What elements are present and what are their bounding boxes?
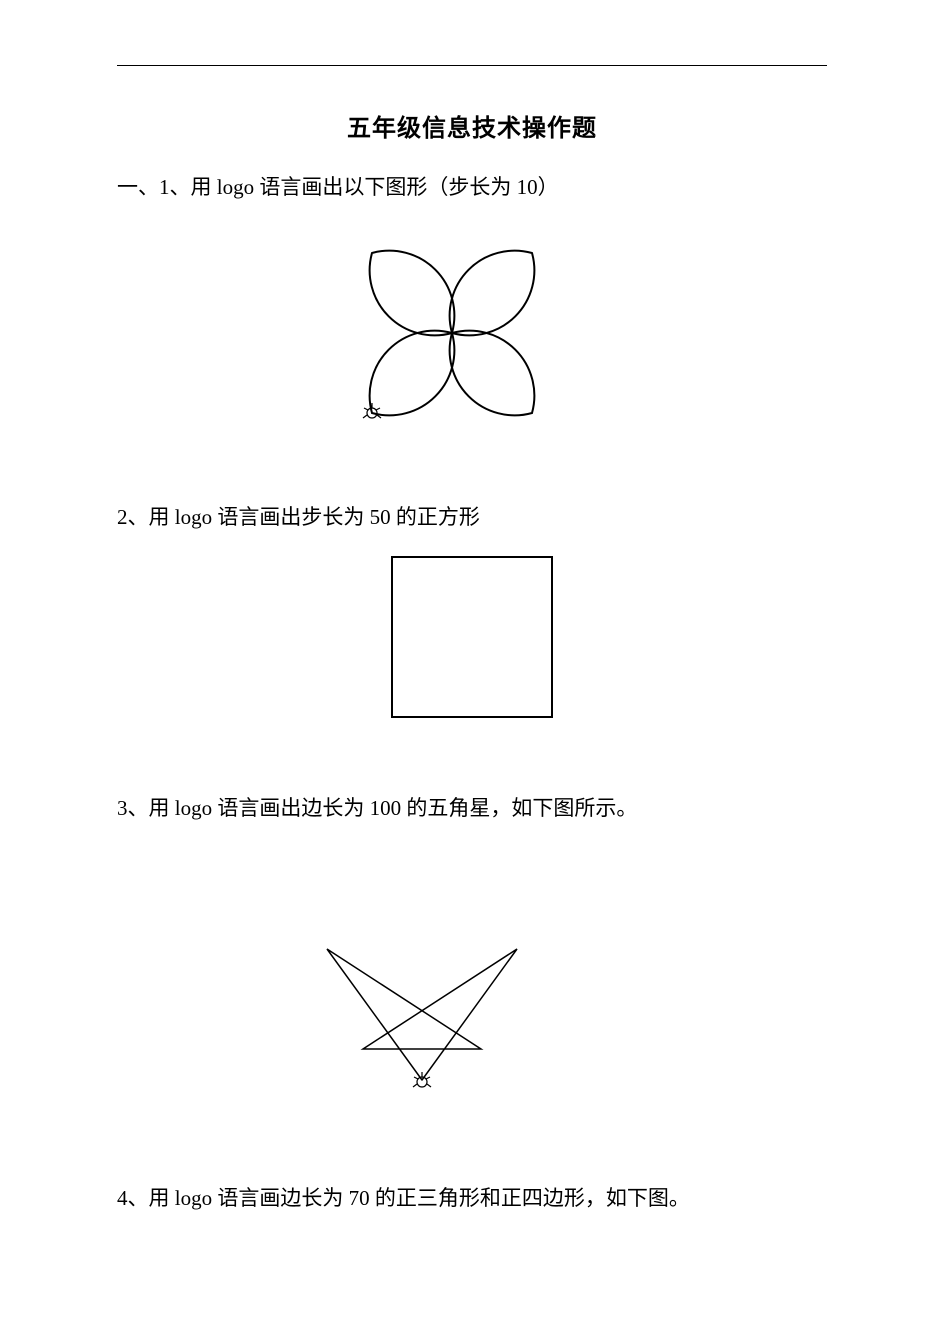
question-3-text: 3、用 logo 语言画出边长为 100 的五角星，如下图所示。	[117, 792, 827, 826]
question-2-text: 2、用 logo 语言画出步长为 50 的正方形	[117, 501, 827, 535]
header-rule	[117, 65, 827, 66]
figure-star	[0, 870, 827, 1120]
figure-flower	[77, 213, 827, 463]
figure-square	[117, 542, 827, 732]
page-title: 五年级信息技术操作题	[117, 108, 827, 143]
question-1-text: 一、1、用 logo 语言画出以下图形（步长为 10）	[117, 171, 827, 205]
question-4-text: 4、用 logo 语言画边长为 70 的正三角形和正四边形，如下图。	[117, 1182, 827, 1216]
